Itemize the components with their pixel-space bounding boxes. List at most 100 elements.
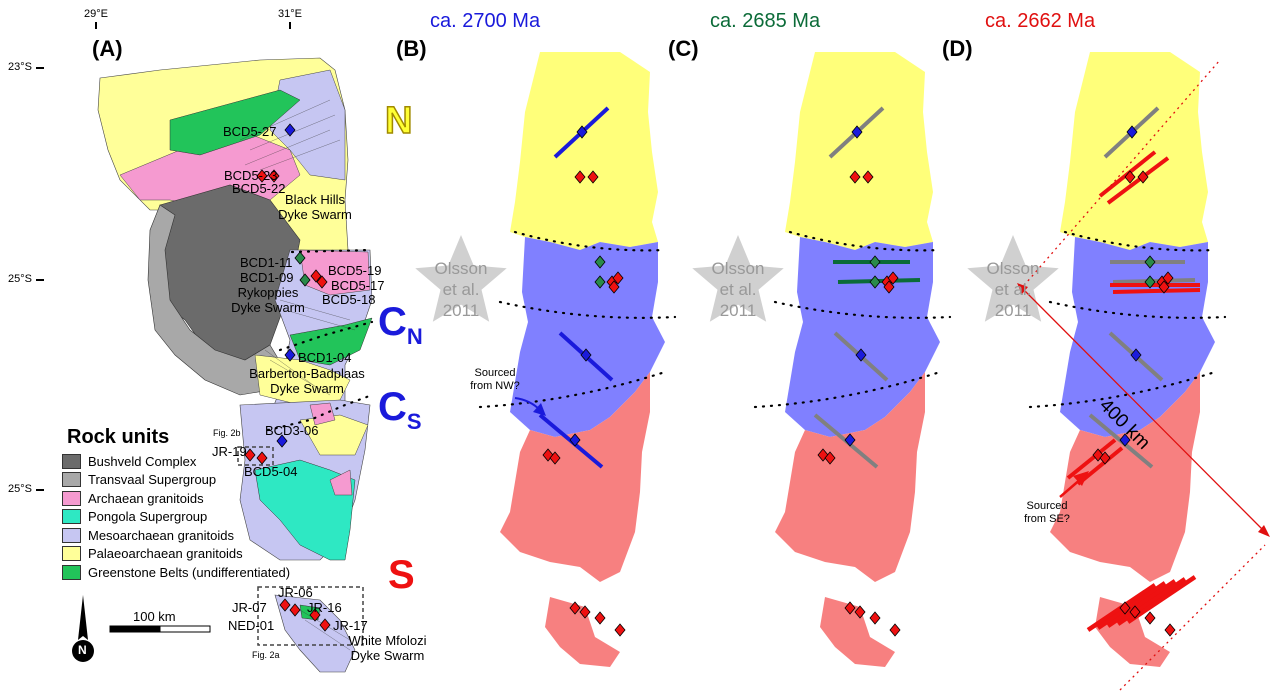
- sample-marker-icon: [1158, 280, 1170, 294]
- sample-marker-icon: [579, 605, 591, 619]
- sample-marker-icon: [869, 255, 881, 269]
- greenstone-north: [169, 89, 301, 156]
- craton-panel-d: [1050, 52, 1215, 667]
- legend-label: Bushveld Complex: [88, 453, 197, 469]
- sample-marker-icon: [862, 170, 874, 184]
- south-block: [820, 597, 895, 667]
- sample-marker-icon: [869, 275, 881, 289]
- craton-outlines: [500, 52, 1215, 667]
- sample-marker-icon: [299, 273, 311, 287]
- legend-label: Pongola Supergroup: [88, 509, 208, 525]
- block-boundaries: [478, 230, 1227, 409]
- sample-marker-icon: [883, 280, 895, 294]
- fig-2b-box: [237, 446, 274, 466]
- north-block: [510, 52, 658, 250]
- legend-label: Archaean granitoids: [88, 490, 204, 506]
- south-block: [500, 372, 650, 582]
- sample-marker-icon: [869, 611, 881, 625]
- legend-item: Archaean granitoids: [62, 489, 322, 508]
- legend-swatch: [62, 546, 81, 562]
- sample-marker-icon: [580, 348, 592, 362]
- olsson-star-icon: [692, 235, 784, 322]
- legend-swatch: [62, 490, 81, 506]
- legend-swatch: [62, 564, 81, 580]
- legend-label: Transvaal Supergroup: [88, 472, 217, 488]
- sample-marker-icon: [1137, 170, 1149, 184]
- sample-marker-icon: [1126, 125, 1138, 139]
- craton-panel-c: [775, 52, 940, 667]
- distance-arrowhead-start: [1017, 283, 1028, 294]
- boundary-cn-cs: [278, 320, 374, 352]
- sample-marker-icon: [569, 433, 581, 447]
- legend-swatch: [62, 472, 81, 488]
- sample-marker-icon: [256, 451, 268, 465]
- sample-marker-icon: [587, 170, 599, 184]
- sample-marker-icon: [1144, 275, 1156, 289]
- sample-marker-icon: [824, 451, 836, 465]
- sample-marker-icon: [294, 251, 306, 265]
- sample-marker-icon: [1099, 451, 1111, 465]
- sample-marker-icon: [887, 271, 899, 285]
- sample-marker-icon: [594, 255, 606, 269]
- legend-item: Palaeoarchaean granitoids: [62, 545, 322, 564]
- scale-bar: [109, 625, 211, 633]
- legend-item: Transvaal Supergroup: [62, 471, 322, 490]
- north-arrow-icon: [72, 595, 94, 662]
- sample-marker-icon: [1119, 601, 1131, 615]
- olsson-stars: [415, 235, 1059, 322]
- transvaal-supergroup: [147, 204, 286, 396]
- central-block: [510, 237, 665, 437]
- south-block: [545, 597, 620, 667]
- dyke-traces: [239, 99, 356, 651]
- central-block: [785, 237, 940, 437]
- sample-marker-icon: [594, 611, 606, 625]
- arrowhead-nw: [533, 403, 546, 416]
- block-boundary: [773, 300, 952, 319]
- sample-marker-icon: [569, 601, 581, 615]
- olsson-star-icon: [967, 235, 1059, 322]
- dyke-trend-line: [1066, 438, 1117, 480]
- sample-marker-icon: [849, 170, 861, 184]
- legend-item: Bushveld Complex: [62, 452, 322, 471]
- legend-item: Pongola Supergroup: [62, 508, 322, 527]
- sample-marker-icon: [1124, 170, 1136, 184]
- south-block: [775, 372, 925, 582]
- legend-title: Rock units: [67, 426, 170, 448]
- fig-2a-box: [257, 586, 364, 646]
- sample-marker-icon: [256, 169, 268, 183]
- block-boundary: [1063, 230, 1217, 252]
- sample-markers: [244, 123, 1176, 637]
- sample-marker-icon: [855, 348, 867, 362]
- sample-marker-icon: [276, 434, 288, 448]
- sample-marker-icon: [1129, 605, 1141, 619]
- block-boundary: [788, 230, 942, 252]
- sample-marker-icon: [614, 623, 626, 637]
- sample-marker-icon: [316, 275, 328, 289]
- legend-swatch: [62, 509, 81, 525]
- sample-marker-icon: [319, 618, 331, 632]
- block-boundary: [513, 230, 667, 252]
- legend-item: Mesoarchaean granitoids: [62, 526, 322, 545]
- sample-marker-icon: [1144, 611, 1156, 625]
- arrowhead-se: [1073, 471, 1089, 486]
- boundary-cs-s: [266, 393, 374, 432]
- north-block: [785, 52, 933, 250]
- sample-marker-icon: [608, 280, 620, 294]
- palaeoarchaean-central: [254, 354, 351, 406]
- sample-marker-icon: [1130, 348, 1142, 362]
- archaean-pink-south: [309, 402, 353, 496]
- legend-item: Greenstone Belts (undifferentiated): [62, 563, 322, 582]
- sample-marker-icon: [612, 271, 624, 285]
- legend-label: Greenstone Belts (undifferentiated): [88, 564, 291, 580]
- panel-a-geology-map: [36, 22, 374, 673]
- craton-panel-b: [500, 52, 665, 667]
- sample-marker-icon: [310, 269, 322, 283]
- block-boundary: [498, 300, 677, 319]
- dyke-trend-line: [1116, 577, 1187, 626]
- boundary-n-cn: [290, 248, 372, 254]
- legend-label: Mesoarchaean granitoids: [88, 527, 234, 543]
- sample-marker-icon: [1144, 255, 1156, 269]
- distance-line: [1021, 287, 1266, 533]
